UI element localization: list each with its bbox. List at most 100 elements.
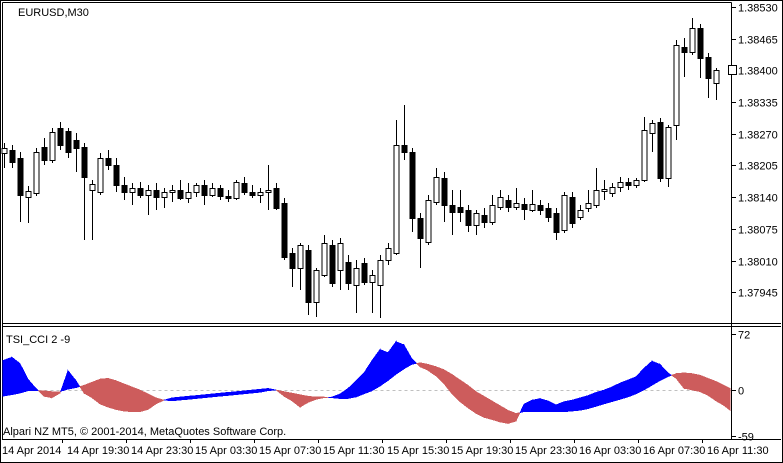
candle-bull	[353, 260, 360, 313]
candle-bull	[169, 185, 176, 202]
tsi-band-segment	[395, 341, 405, 375]
tsi-band-segment	[219, 391, 229, 397]
tsi-band-segment	[467, 384, 477, 414]
tsi-band-segment	[523, 399, 533, 413]
tsi-band-segment	[416, 362, 421, 368]
tsi-band-segment	[171, 396, 181, 402]
tsi-band-segment	[51, 391, 61, 399]
candle-bear	[481, 208, 488, 228]
tsi-band-segment	[635, 367, 645, 395]
tsi-band-segment	[27, 378, 37, 392]
tsi-band-segment	[539, 398, 549, 413]
tsi-band-segment	[299, 394, 309, 408]
copyright-label: Alpari NZ MT5, © 2001-2014, MetaQuotes S…	[3, 426, 287, 438]
candle-bear	[625, 178, 632, 190]
candle-bull	[97, 153, 104, 195]
time-scale[interactable]: 14 Apr 2014 14 Apr 19:30 14 Apr 23:30 15 Ap…	[2, 439, 769, 458]
candle-bear	[17, 152, 24, 222]
candle-bull	[233, 180, 240, 200]
candle-bull	[665, 125, 672, 187]
candle-bear	[569, 192, 576, 228]
tsi-band-segment	[91, 378, 101, 405]
axis-tick-label: 14 Apr 23:30	[131, 445, 193, 457]
candle-bull	[593, 168, 600, 208]
candle-bear	[361, 258, 368, 285]
axis-tick-label: 15 Apr 07:30	[259, 445, 321, 457]
tsi-band-segment	[75, 379, 81, 389]
tsi-band-segment	[43, 390, 53, 399]
tsi-band-segment	[275, 389, 285, 397]
candle-bull	[529, 190, 536, 212]
tsi-band-segment	[347, 379, 357, 399]
axis-tick-label: 14 Apr 2014	[2, 445, 61, 457]
tsi-band-segment	[251, 388, 261, 394]
tsi-band-segment	[37, 390, 45, 397]
tsi-band-segment	[619, 379, 629, 400]
tsi-band-segment	[519, 403, 525, 414]
candle-bear	[657, 118, 664, 182]
indicator-panel	[2, 340, 731, 424]
price-scale[interactable]: 1.38530 1.38465 1.38400 1.38335 1.38270 1.382…	[731, 3, 778, 300]
candle-bull	[713, 68, 720, 100]
candle-bear	[201, 180, 208, 205]
indicator-scale[interactable]: 72 0 -59	[731, 330, 754, 444]
axis-tick-label: 14 Apr 19:30	[67, 445, 129, 457]
tsi-band-segment	[715, 380, 725, 407]
candle-bear	[681, 38, 688, 77]
tsi-band-segment	[667, 372, 673, 378]
candle-bull	[145, 185, 152, 215]
candle-bear	[289, 248, 296, 287]
tsi-band-segment	[371, 348, 381, 392]
tsi-band-segment	[659, 363, 669, 382]
tsi-band-segment	[419, 362, 429, 371]
tsi-band-segment	[139, 389, 149, 413]
tsi-band-segment	[507, 409, 517, 424]
candle-bull	[257, 188, 264, 203]
candle-bull	[89, 180, 96, 240]
axis-tick-label: 16 Apr 03:30	[579, 445, 641, 457]
candle-bear	[217, 185, 224, 200]
tsi-band-segment	[363, 359, 373, 395]
candle-bear	[113, 158, 120, 192]
candle-bear	[417, 213, 424, 268]
tsi-band-segment	[670, 373, 677, 379]
candle-bull	[601, 180, 608, 200]
candle-bull	[337, 238, 344, 290]
axis-tick-label: 16 Apr 11:30	[707, 445, 769, 457]
tsi-band-segment	[131, 386, 141, 413]
candle-bear	[457, 190, 464, 222]
candle-bull	[385, 243, 392, 265]
axis-tick-label: 16 Apr 07:30	[643, 445, 705, 457]
symbol-period-label: EURUSD,M30	[18, 7, 89, 19]
tsi-band-segment	[675, 372, 685, 390]
tsi-band-segment	[475, 391, 485, 418]
candle-bear	[153, 183, 160, 210]
candle-bear	[241, 177, 248, 195]
tsi-band-segment	[147, 393, 157, 411]
candle-bull	[689, 18, 696, 55]
tsi-band-segment	[283, 391, 293, 402]
tsi-band-segment	[79, 384, 85, 395]
tsi-band-segment	[115, 380, 125, 412]
axis-tick-label: 1.38140	[738, 193, 778, 205]
candle-bear	[345, 255, 352, 290]
candle-bull	[49, 128, 56, 163]
candle-bear	[105, 150, 112, 170]
candle-bear	[705, 53, 712, 98]
candle-bull	[489, 195, 496, 225]
tsi-band-segment	[483, 395, 493, 420]
candle-bear	[401, 105, 408, 160]
tsi-band-segment	[123, 383, 133, 413]
candle-bear	[545, 203, 552, 222]
candle-bear	[273, 183, 280, 210]
tsi-band-segment	[435, 366, 445, 385]
tsi-band-segment	[60, 370, 69, 392]
candle-bull	[633, 178, 640, 188]
tsi-band-segment	[227, 391, 237, 396]
tsi-band-segment	[603, 386, 613, 405]
tsi-band-segment	[683, 372, 693, 391]
candle-bull	[617, 177, 624, 192]
tsi-band-segment	[531, 398, 541, 413]
